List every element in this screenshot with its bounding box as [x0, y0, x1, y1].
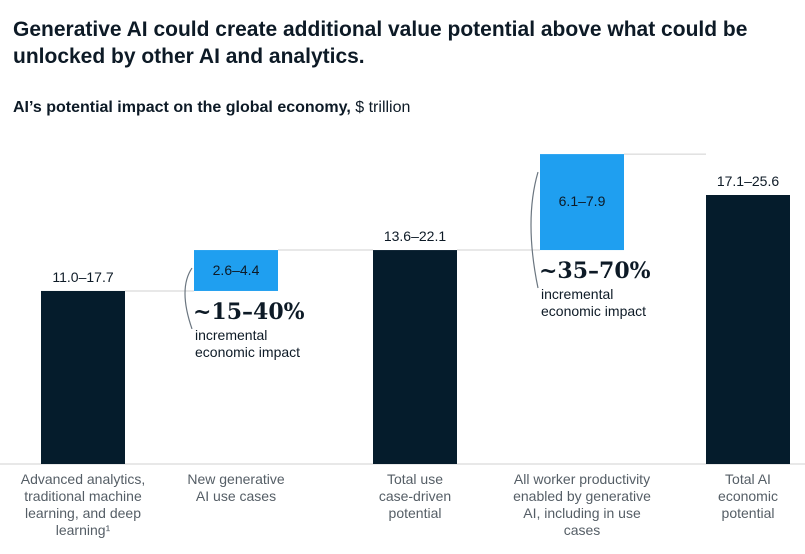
category-label-line: Total AI: [725, 471, 771, 487]
category-label-line: learning¹: [55, 522, 111, 538]
increment-caption: incremental economic impact: [541, 286, 701, 320]
category-label-line: Total use: [386, 471, 444, 487]
category-label-worker-productivity: All worker productivity enabled by genera…: [507, 471, 657, 539]
increment-bracket: [184, 267, 193, 330]
category-label-line: AI use cases: [195, 488, 277, 504]
category-label-line: All worker productivity: [513, 471, 651, 487]
increment-caption-line: economic impact: [541, 303, 647, 320]
bar-new-genai-use-cases: [194, 250, 278, 291]
value-label-advanced-analytics: 11.0–17.7: [52, 268, 114, 285]
category-label-line: case-driven: [378, 488, 452, 504]
value-label-new-genai-use-cases: 2.6–4.4: [212, 261, 260, 278]
category-label-line: potential: [388, 505, 442, 521]
category-label-new-genai-use-cases: New generative AI use cases: [161, 471, 311, 505]
chart-headline: Generative AI could create additional va…: [13, 18, 748, 68]
category-label-line: cases: [563, 522, 601, 538]
category-label-line: traditional machine: [24, 488, 142, 504]
bar-total-use-case: [373, 250, 457, 464]
bar-advanced-analytics: [41, 290, 125, 464]
category-label-line: AI, including in use: [523, 505, 641, 521]
category-label-line: Advanced analytics,: [20, 471, 146, 487]
value-label-total-ai: 17.1–25.6: [716, 173, 780, 189]
category-label-line: enabled by generative: [513, 488, 651, 504]
category-label-total-ai: Total AI economic potential: [673, 471, 805, 522]
category-label-total-use-case: Total use case-driven potential: [340, 471, 490, 522]
bar-worker-productivity: [540, 154, 624, 251]
category-label-line: New generative: [187, 471, 285, 487]
bar-total-ai: [706, 195, 790, 464]
category-label-line: potential: [721, 505, 775, 521]
category-label-advanced-analytics: Advanced analytics, traditional machine le…: [8, 471, 158, 539]
category-label-line: learning, and deep: [25, 505, 141, 521]
category-label-line: economic: [718, 488, 778, 504]
chart-subtitle: AI’s potential impact on the global econ…: [13, 97, 410, 119]
value-label-worker-productivity: 6.1–7.9: [558, 193, 606, 210]
subtitle-text: AI’s potential impact on the global econ…: [13, 99, 351, 116]
increment-caption-line: economic impact: [195, 343, 301, 360]
subtitle-unit: $ trillion: [355, 99, 411, 116]
value-label-total-use-case: 13.6–22.1: [383, 228, 447, 245]
increment-caption: incremental economic impact: [195, 327, 355, 361]
increment-bracket: [530, 171, 539, 289]
increment-percent: ~15–40%: [193, 298, 305, 325]
increment-percent: ~35–70%: [539, 258, 651, 285]
increment-caption-line: incremental: [195, 326, 268, 343]
increment-caption-line: incremental: [541, 286, 614, 303]
